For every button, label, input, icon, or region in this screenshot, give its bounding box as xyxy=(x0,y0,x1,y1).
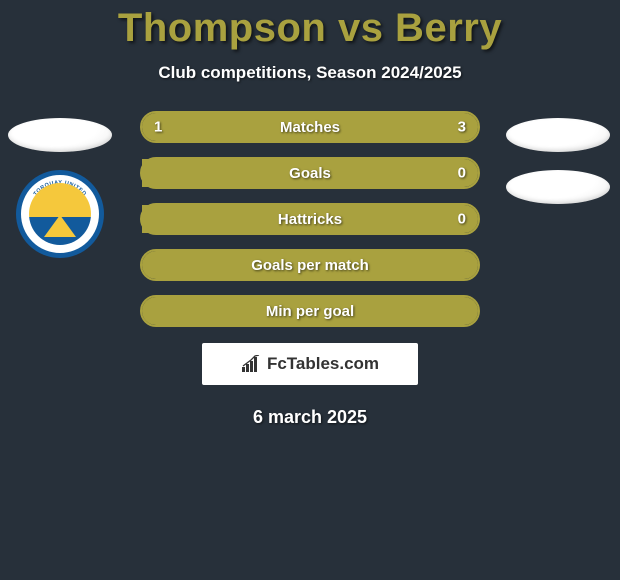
page-title: Thompson vs Berry xyxy=(0,0,620,51)
fctables-brand-text: FcTables.com xyxy=(267,354,379,374)
bar-chart-icon xyxy=(241,355,261,373)
stat-label: Matches xyxy=(280,119,340,136)
page-subtitle: Club competitions, Season 2024/2025 xyxy=(0,63,620,83)
stat-label: Hattricks xyxy=(278,211,342,228)
stat-fill-right xyxy=(226,113,478,141)
player-photo-placeholder-left xyxy=(8,118,112,152)
club-crest-left: TORQUAY UNITED FOOTBALL CLUB xyxy=(16,170,104,258)
stat-value-left: 1 xyxy=(154,119,162,136)
club-crest-placeholder-right xyxy=(506,170,610,204)
stat-row: 0 Hattricks xyxy=(140,203,480,235)
stat-label: Goals per match xyxy=(251,257,369,274)
stat-label: Goals xyxy=(289,165,331,182)
stat-row: 0 Goals xyxy=(140,157,480,189)
footer-date: 6 march 2025 xyxy=(0,407,620,428)
stat-row: Min per goal xyxy=(140,295,480,327)
crest-triangle-icon xyxy=(44,215,76,237)
fctables-badge[interactable]: FcTables.com xyxy=(202,343,418,385)
left-column: TORQUAY UNITED FOOTBALL CLUB xyxy=(8,118,112,258)
right-column xyxy=(506,118,610,204)
stat-value-right: 0 xyxy=(458,211,466,228)
stat-value-right: 3 xyxy=(458,119,466,136)
stat-value-right: 0 xyxy=(458,165,466,182)
crest-inner xyxy=(29,183,91,245)
stat-row: Goals per match xyxy=(140,249,480,281)
player-photo-placeholder-right xyxy=(506,118,610,152)
stat-label: Min per goal xyxy=(266,303,354,320)
stat-row: 1 3 Matches xyxy=(140,111,480,143)
